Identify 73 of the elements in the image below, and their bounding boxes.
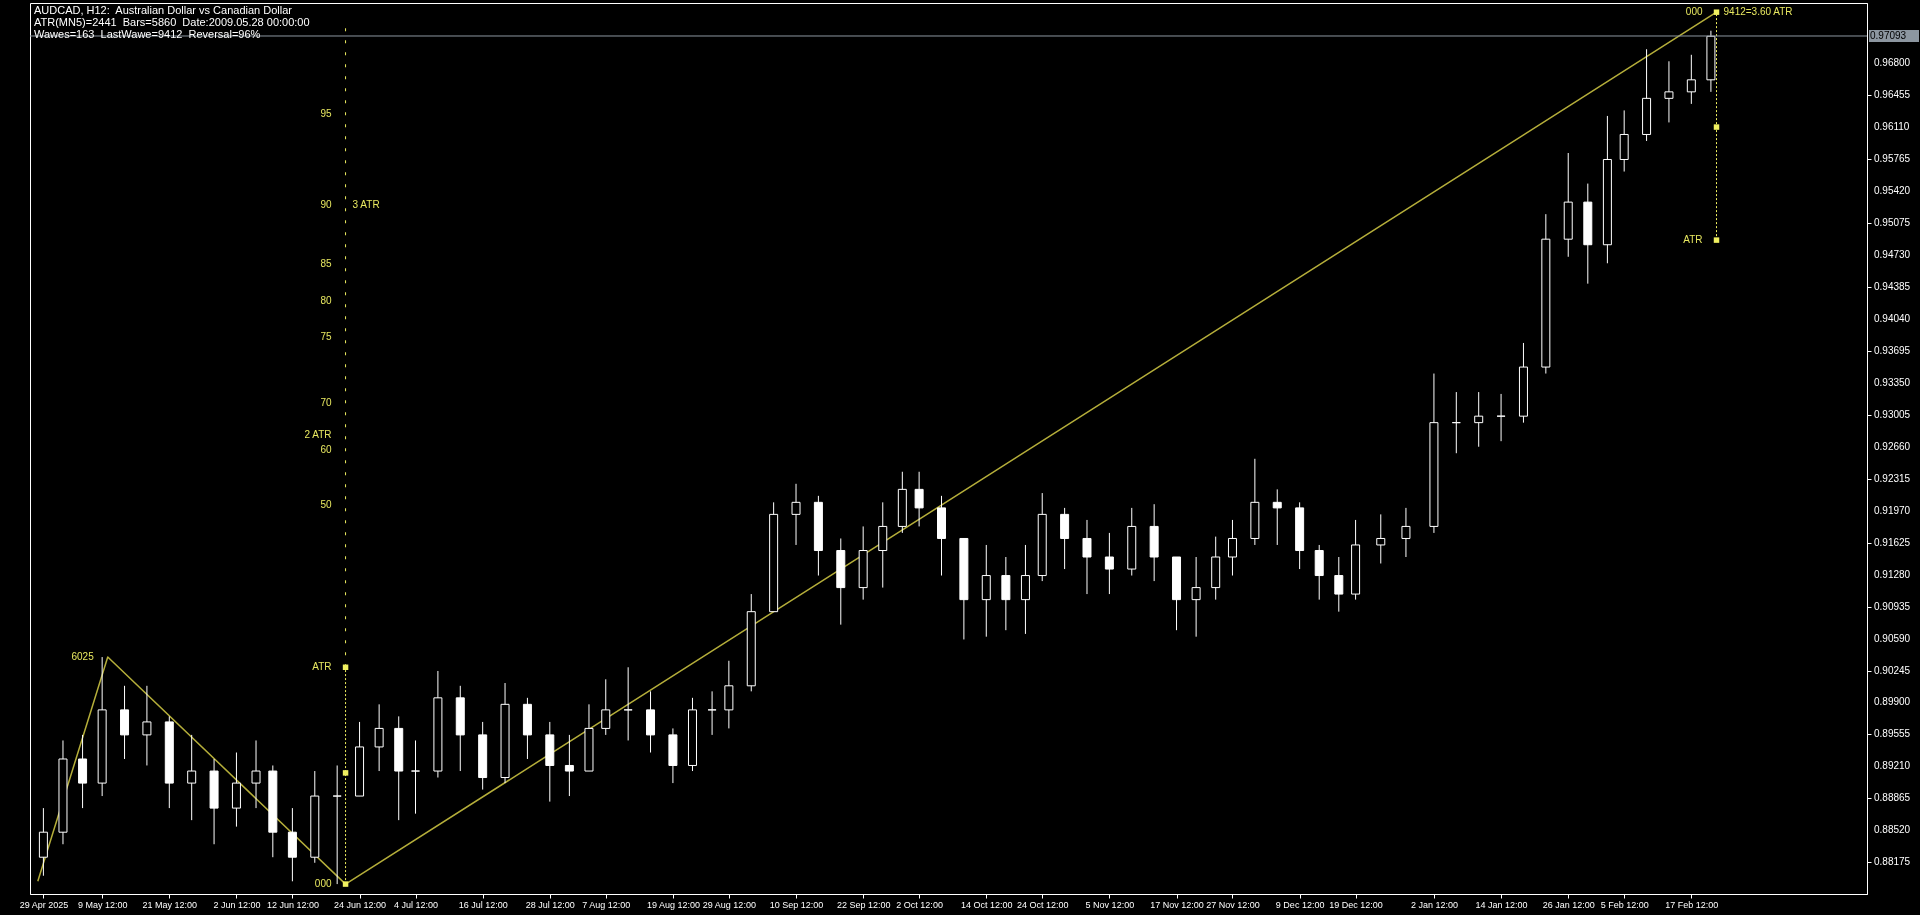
y-tick-label: 0.91280	[1874, 568, 1911, 580]
annotation: Wawes=163 LastWawe=9412 Reversal=96%	[34, 28, 262, 40]
annotation: 3 ATR	[352, 198, 380, 210]
annotation: ATR	[312, 661, 332, 673]
x-tick-label: 28 Jul 12:00	[525, 899, 575, 910]
annotation: 75	[320, 331, 332, 343]
y-tick-label: 0.92315	[1874, 472, 1911, 484]
y-tick-label: 0.94730	[1874, 248, 1911, 260]
x-tick-label: 4 Jul 12:00	[393, 899, 439, 910]
y-tick-label: 0.89900	[1874, 696, 1911, 708]
y-tick-label: 0.91970	[1874, 504, 1911, 516]
y-tick-label: 0.89555	[1874, 728, 1911, 740]
y-tick-label: 0.89210	[1874, 760, 1911, 772]
annotation: 90	[320, 198, 332, 210]
y-tick-label: 0.93005	[1874, 408, 1911, 420]
y-tick-label: 0.95075	[1874, 216, 1911, 228]
x-tick-label: 19 Aug 12:00	[646, 899, 700, 910]
annotation: 60	[320, 444, 332, 456]
y-tick-label: 0.94385	[1874, 280, 1911, 292]
x-tick-label: 17 Nov 12:00	[1150, 899, 1204, 910]
x-tick-label: 2 Jun 12:00	[213, 899, 261, 910]
annotation: 000	[314, 878, 332, 890]
x-tick-label: 16 Jul 12:00	[458, 899, 508, 910]
y-tick-label: 0.94040	[1874, 312, 1911, 324]
x-tick-label: 22 Sep 12:00	[836, 899, 891, 910]
y-tick-label: 0.93350	[1874, 376, 1911, 388]
y-tick-label: 0.88520	[1874, 824, 1911, 836]
y-tick-label: 0.96455	[1874, 89, 1911, 101]
x-tick-label: 29 Apr 2025	[19, 899, 69, 910]
y-tick-label: 0.95420	[1874, 185, 1911, 196]
y-tick-label: 0.95765	[1874, 153, 1911, 165]
x-tick-label: 24 Jun 12:00	[334, 899, 387, 910]
annotation: 50	[320, 499, 332, 511]
y-tick-label: 0.96800	[1874, 57, 1911, 69]
x-tick-label: 19 Dec 12:00	[1329, 899, 1383, 910]
x-tick-label: 10 Sep 12:00	[769, 899, 824, 910]
chart-title: AUDCAD, H12: Australian Dollar vs Canadian Dollar	[34, 4, 293, 16]
annotation: 85	[320, 258, 332, 270]
y-tick-label: 0.90935	[1874, 600, 1911, 612]
y-tick-label: 0.96110	[1874, 121, 1910, 133]
annotation: 70	[320, 397, 332, 409]
y-tick-label: 0.90590	[1874, 632, 1911, 644]
annotation: ATR	[1683, 234, 1703, 246]
x-tick-label: 5 Nov 12:00	[1085, 899, 1135, 910]
x-tick-label: 24 Oct 12:00	[1016, 899, 1069, 910]
x-tick-label: 2 Jan 12:00	[1410, 899, 1458, 910]
annotation: 9412=3.60 ATR	[1723, 6, 1793, 18]
y-tick-label: 0.92660	[1874, 440, 1911, 452]
annotation: 000	[1685, 6, 1703, 18]
x-tick-label: 7 Aug 12:00	[582, 899, 631, 910]
y-tick-label: 0.90245	[1874, 664, 1911, 676]
ref-line-label: 0.97093	[1870, 29, 1907, 41]
annotation: 6025	[71, 651, 95, 663]
annotation: 80	[320, 295, 332, 307]
x-tick-label: 17 Feb 12:00	[1665, 899, 1719, 910]
text: ATR(MN5)=2441 Bars=5860 Date:2009.05.28 00:00:00	[34, 16, 310, 28]
x-tick-label: 21 May 12:00	[142, 899, 198, 910]
annotation: 2 ATR	[304, 428, 332, 440]
x-tick-label: 12 Jun 12:00	[266, 899, 319, 910]
x-tick-label: 14 Oct 12:00	[961, 899, 1013, 910]
x-tick-label: 9 Dec 12:00	[1275, 899, 1325, 910]
y-tick-label: 0.88175	[1874, 856, 1911, 868]
x-tick-label: 2 Oct 12:00	[896, 899, 943, 910]
x-tick-label: 9 May 12:00	[77, 899, 128, 910]
x-tick-label: 27 Nov 12:00	[1206, 899, 1260, 910]
x-tick-label: 26 Jan 12:00	[1542, 899, 1595, 910]
x-tick-label: 29 Aug 12:00	[702, 899, 756, 910]
annotation: 95	[320, 108, 332, 120]
x-tick-label: 5 Feb 12:00	[1600, 899, 1649, 910]
y-tick-label: 0.91625	[1874, 536, 1911, 548]
y-tick-label: 0.88865	[1874, 792, 1911, 804]
x-tick-label: 14 Jan 12:00	[1475, 899, 1528, 910]
y-tick-label: 0.93695	[1874, 344, 1911, 356]
